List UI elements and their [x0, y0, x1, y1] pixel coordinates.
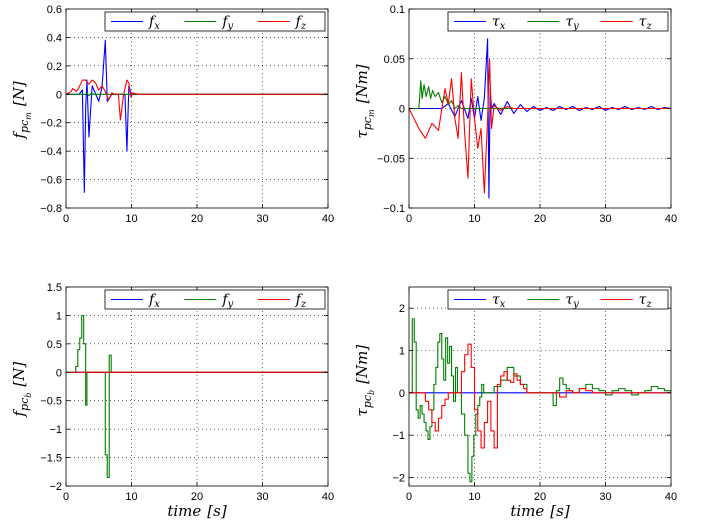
x-tick-label: 0	[406, 491, 412, 503]
plot-area	[66, 9, 328, 208]
y-tick-label: −0.4	[40, 146, 62, 158]
series-line-x	[66, 39, 328, 193]
y-tick-label: −1.5	[40, 453, 62, 465]
y-tick-label: 0.2	[47, 61, 62, 73]
y-tick-label: 0	[399, 388, 405, 400]
chart-taum: 0 10 20 30 40 −0.1 −0.05 0 0.05 0.1 τpcm[Nm] τx τy τz	[353, 4, 677, 225]
y-tick-label: −0.5	[40, 396, 62, 408]
y-axis-label: fpcm[N]	[10, 81, 33, 139]
series-line-z	[409, 58, 671, 194]
y-tick-label: 0.05	[384, 54, 405, 66]
series-group	[409, 318, 671, 483]
x-tick-label: 40	[665, 491, 677, 503]
y-tick-label: −1	[392, 430, 405, 442]
x-tick-label: 20	[191, 491, 203, 503]
x-tick-label: 20	[534, 491, 546, 503]
legend-entry-z: τz	[639, 292, 653, 310]
legend-entry-z: fz	[295, 14, 307, 32]
x-tick-label: 30	[256, 213, 268, 225]
x-tick-label: 10	[468, 213, 480, 225]
x-tick-label: 0	[63, 213, 69, 225]
legend: fx fy fz	[104, 11, 326, 32]
legend-entry-z: τz	[639, 14, 653, 32]
x-tick-label: 10	[125, 491, 137, 503]
y-tick-label: −0.6	[40, 175, 62, 187]
x-tick-label: 30	[599, 491, 611, 503]
chart-fb: 0 10 20 30 40 −2 −1.5 −1 −0.5 0 0.5 1 1.5 fpcb[N] time…	[10, 282, 334, 520]
legend-entry-x: τx	[492, 292, 506, 310]
y-tick-label: 0.1	[390, 4, 405, 16]
y-tick-label: 0	[56, 367, 62, 379]
legend-entry-y: τy	[565, 292, 579, 310]
x-axis-label: time [s]	[167, 502, 226, 520]
series-line-y	[66, 314, 328, 479]
legend: τx τy τz	[447, 11, 669, 32]
series-group	[66, 39, 328, 193]
legend-entry-x: fx	[148, 292, 160, 310]
chart-fm: 0 10 20 30 40 −0.8 −0.6 −0.4 −0.2 0 0.2 0.4 0.6 fpcm[…	[10, 4, 334, 225]
legend: fx fy fz	[104, 289, 326, 310]
series-group	[409, 38, 671, 199]
x-tick-label: 0	[63, 491, 69, 503]
y-tick-label: 0	[56, 89, 62, 101]
y-tick-label: −1	[49, 424, 62, 436]
y-tick-label: 1	[399, 346, 405, 358]
x-tick-label: 0	[406, 213, 412, 225]
y-tick-label: 1	[56, 310, 62, 322]
legend-entry-z: fz	[295, 292, 307, 310]
x-tick-label: 20	[534, 213, 546, 225]
series-group	[66, 314, 328, 479]
y-tick-label: −0.2	[40, 118, 62, 130]
y-tick-label: 2	[399, 303, 405, 315]
x-tick-label: 40	[665, 213, 677, 225]
legend: τx τy τz	[447, 289, 669, 310]
series-line-z	[66, 79, 328, 121]
x-tick-label: 30	[599, 213, 611, 225]
legend-entry-x: τx	[492, 14, 506, 32]
y-tick-label: 0.5	[47, 339, 62, 351]
x-tick-label: 10	[125, 213, 137, 225]
legend-entry-y: τy	[565, 14, 579, 32]
x-tick-label: 30	[256, 491, 268, 503]
legend-entry-y: fy	[221, 292, 233, 310]
y-tick-label: −0.8	[40, 203, 62, 215]
x-tick-label: 10	[468, 491, 480, 503]
y-axis-label: τpcm[Nm]	[353, 64, 376, 138]
y-axis-label: fpcb[N]	[10, 362, 33, 418]
y-tick-label: −0.05	[377, 153, 405, 165]
series-line-y	[409, 80, 671, 110]
y-tick-label: 0.4	[47, 32, 62, 44]
plot-area	[409, 287, 671, 486]
series-line-y	[66, 92, 328, 97]
series-line-z	[409, 343, 671, 449]
y-tick-label: 1.5	[47, 282, 62, 294]
x-tick-label: 20	[191, 213, 203, 225]
chart-taub: 0 10 20 30 40 −2 −1 0 1 2 τpcb[Nm] time [s] τx τy τz	[353, 286, 677, 520]
x-axis-label: time [s]	[510, 502, 569, 520]
x-tick-label: 40	[322, 213, 334, 225]
x-tick-label: 40	[322, 491, 334, 503]
y-tick-label: 0	[399, 104, 405, 116]
y-tick-label: −0.1	[383, 203, 405, 215]
y-tick-label: 0.6	[47, 4, 62, 16]
legend-entry-x: fx	[148, 14, 160, 32]
y-tick-label: −2	[49, 481, 62, 493]
y-tick-label: −2	[392, 473, 405, 485]
y-axis-label: τpcb[Nm]	[353, 345, 376, 417]
legend-entry-y: fy	[221, 14, 233, 32]
